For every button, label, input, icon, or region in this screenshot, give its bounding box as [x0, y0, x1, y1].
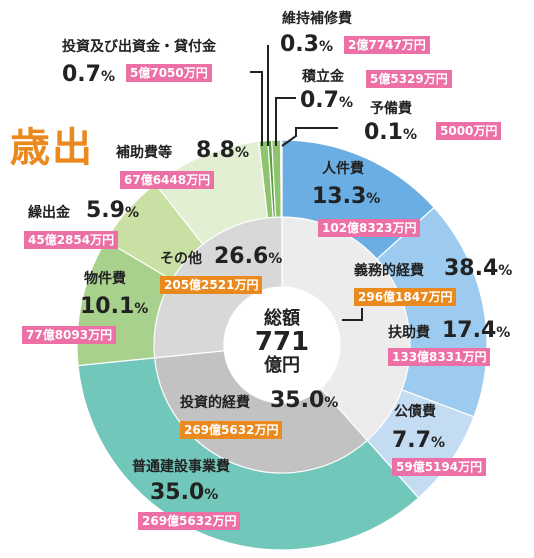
label-kuridashi-category: 繰出金	[28, 205, 70, 221]
label-jinkenhi-amount: 102億8323万円	[318, 219, 421, 237]
label-fujohi-percent: 17.4%	[442, 320, 510, 342]
label-sonota-percent: 26.6%	[214, 246, 282, 268]
total-caption: 総額	[264, 308, 300, 329]
label-iji-amount: 2億7747万円	[344, 36, 430, 54]
label-gimu-percent-value: 38.4	[444, 256, 499, 281]
label-tsumitate-percent: 0.7%	[300, 90, 353, 112]
percent-unit: %	[100, 69, 116, 85]
label-tsumitate-category: 積立金	[302, 69, 344, 85]
total-value: 771	[254, 327, 310, 357]
percent-unit: %	[234, 145, 250, 161]
label-kousaihi-percent: 7.7%	[392, 430, 445, 452]
label-fujohi-category: 扶助費	[388, 325, 430, 341]
label-bukkenhi-category: 物件費	[84, 271, 126, 287]
label-gimu-amount: 296億1847万円	[354, 288, 457, 306]
total-unit: 億円	[264, 354, 300, 376]
percent-unit: %	[366, 191, 381, 207]
percent-unit: %	[498, 263, 513, 279]
label-bukkenhi-percent-value: 10.1	[80, 294, 135, 319]
label-toushi-percent: 0.7%	[62, 64, 115, 86]
label-hojohi-category: 補助費等	[116, 145, 172, 161]
label-bukkenhi-amount: 77億8093万円	[22, 326, 117, 344]
label-hojohi-amount: 67億6448万円	[120, 171, 215, 189]
label-toushiteki-category: 投資的経費	[180, 395, 250, 411]
leader-toushi	[250, 71, 263, 146]
percent-unit: %	[496, 325, 511, 341]
label-fujohi-percent-value: 17.4	[442, 318, 497, 343]
label-futsu-percent-value: 35.0	[150, 480, 205, 505]
label-jinkenhi-percent-value: 13.3	[312, 184, 367, 209]
percent-unit: %	[204, 487, 219, 503]
leader-tsumitate	[275, 97, 296, 146]
label-yobi-amount: 5000万円	[436, 122, 502, 140]
percent-unit: %	[268, 251, 283, 267]
label-gimu-percent: 38.4%	[444, 258, 512, 280]
label-futsu-category: 普通建設事業費	[132, 459, 230, 475]
page-title: 歳出	[10, 125, 94, 171]
percent-unit: %	[338, 95, 354, 111]
label-kuridashi-percent-value: 5.9	[86, 198, 125, 223]
label-jinkenhi-percent: 13.3%	[312, 186, 380, 208]
label-toushi-amount: 5億7050万円	[126, 64, 212, 82]
label-toushi-category: 投資及び出資金・貸付金	[62, 39, 216, 55]
label-tsumitate-percent-value: 0.7	[300, 88, 339, 113]
label-fujohi-amount: 133億8331万円	[388, 348, 491, 366]
percent-unit: %	[318, 39, 334, 55]
label-toushi-percent-value: 0.7	[62, 62, 101, 87]
percent-unit: %	[402, 127, 418, 143]
label-iji-category: 維持補修費	[282, 11, 352, 27]
label-yobi-percent-value: 0.1	[364, 120, 403, 145]
label-kuridashi-amount: 45億2854万円	[24, 231, 119, 249]
label-kousaihi-percent-value: 7.7	[392, 428, 431, 453]
label-futsu-amount: 269億5632万円	[138, 512, 241, 530]
label-yobi-percent: 0.1%	[364, 122, 417, 144]
label-bukkenhi-percent: 10.1%	[80, 296, 148, 318]
label-jinkenhi-category: 人件費	[322, 161, 364, 177]
label-toushiteki-percent-value: 35.0	[270, 388, 325, 413]
label-toushiteki-amount: 269億5632万円	[180, 421, 283, 439]
percent-unit: %	[324, 395, 339, 411]
label-tsumitate-amount: 5億5329万円	[366, 70, 452, 88]
percent-unit: %	[124, 205, 140, 221]
label-sonota-category: その他	[160, 251, 202, 267]
label-toushiteki-percent: 35.0%	[270, 390, 338, 412]
leader-lines	[250, 45, 363, 321]
total-label: 総額 771 億円	[244, 310, 320, 375]
label-kousaihi-category: 公債費	[394, 404, 436, 420]
label-gimu-category: 義務的経費	[354, 263, 424, 279]
leader-gimu	[342, 308, 363, 321]
label-iji-percent-value: 0.3	[280, 32, 319, 57]
label-sonota-amount: 205億2521万円	[160, 276, 263, 294]
percent-unit: %	[134, 301, 149, 317]
label-kuridashi-percent: 5.9%	[86, 200, 139, 222]
label-yobi-category: 予備費	[370, 101, 412, 117]
label-iji-percent: 0.3%	[280, 34, 333, 56]
leader-yobi	[281, 127, 338, 147]
label-kousaihi-amount: 59億5194万円	[392, 458, 487, 476]
label-hojohi-percent-value: 8.8	[196, 138, 235, 163]
center-hole	[224, 287, 340, 403]
label-sonota-percent-value: 26.6	[214, 244, 269, 269]
percent-unit: %	[430, 435, 446, 451]
label-futsu-percent: 35.0%	[150, 482, 218, 504]
label-hojohi-percent: 8.8%	[196, 140, 249, 162]
